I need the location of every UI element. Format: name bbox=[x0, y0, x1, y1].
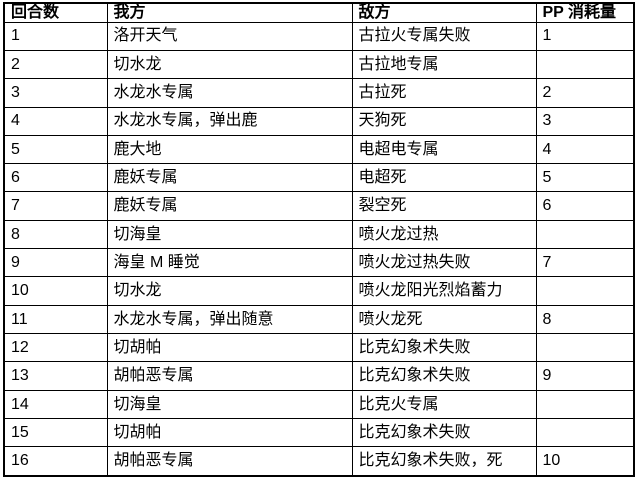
table-body: 1 洛开天气 古拉火专属失败 1 2 切水龙 古拉地专属 3 水龙水专属 古拉死 2 4 水龙水专属，弹… bbox=[3, 21, 635, 477]
header-row: 回合数 我方 敌方 PP 消耗量 bbox=[3, 2, 635, 23]
table-cell: 天狗死 bbox=[351, 106, 537, 136]
table-cell: 3 bbox=[535, 106, 635, 136]
table-cell: 裂空死 bbox=[351, 191, 537, 221]
table-cell: 15 bbox=[3, 417, 108, 448]
table-cell: 古拉地专属 bbox=[351, 49, 537, 80]
table-row: 4 水龙水专属，弹出鹿 天狗死 3 bbox=[3, 106, 635, 136]
header-cell-pp: PP 消耗量 bbox=[535, 2, 635, 23]
table-row: 8 切海皇 喷火龙过热 bbox=[3, 219, 635, 250]
table-row: 7 鹿妖专属 裂空死 6 bbox=[3, 191, 635, 221]
table-header: 回合数 我方 敌方 PP 消耗量 bbox=[3, 2, 635, 23]
table-cell: 9 bbox=[535, 361, 635, 391]
table-cell: 8 bbox=[535, 304, 635, 335]
table-row: 13 胡帕恶专属 比克幻象术失败 9 bbox=[3, 361, 635, 391]
table-cell: 10 bbox=[3, 276, 108, 306]
table-cell: 比克幻象术失败 bbox=[351, 417, 537, 448]
table-cell: 比克火专属 bbox=[351, 389, 537, 419]
table-cell: 5 bbox=[535, 163, 635, 193]
table-cell: 13 bbox=[3, 361, 108, 391]
table-cell: 7 bbox=[535, 248, 635, 278]
table-cell: 比克幻象术失败 bbox=[351, 361, 537, 391]
table-cell: 古拉死 bbox=[351, 78, 537, 108]
table-cell: 切水龙 bbox=[106, 49, 353, 80]
table-cell: 2 bbox=[3, 49, 108, 80]
table-cell: 电超电专属 bbox=[351, 134, 537, 165]
table-cell: 喷火龙阳光烈焰蓄力 bbox=[351, 276, 537, 306]
table-row: 11 水龙水专属，弹出随意 喷火龙死 8 bbox=[3, 304, 635, 335]
table-cell: 切海皇 bbox=[106, 219, 353, 250]
table-cell: 水龙水专属，弹出随意 bbox=[106, 304, 353, 335]
table-row: 1 洛开天气 古拉火专属失败 1 bbox=[3, 21, 635, 51]
table-row: 10 切水龙 喷火龙阳光烈焰蓄力 bbox=[3, 276, 635, 306]
table-cell: 10 bbox=[535, 446, 635, 477]
table-cell: 喷火龙过热 bbox=[351, 219, 537, 250]
table-cell: 比克幻象术失败，死 bbox=[351, 446, 537, 477]
table-cell: 9 bbox=[3, 248, 108, 278]
table-row: 6 鹿妖专属 电超死 5 bbox=[3, 163, 635, 193]
table-cell: 喷火龙死 bbox=[351, 304, 537, 335]
table-cell: 8 bbox=[3, 219, 108, 250]
table-row: 9 海皇 M 睡觉 喷火龙过热失败 7 bbox=[3, 248, 635, 278]
table-cell bbox=[535, 276, 635, 306]
table-cell: 水龙水专属，弹出鹿 bbox=[106, 106, 353, 136]
table-cell: 5 bbox=[3, 134, 108, 165]
table-cell bbox=[535, 219, 635, 250]
header-cell-enemy: 敌方 bbox=[351, 2, 537, 23]
table-cell: 12 bbox=[3, 333, 108, 363]
table-cell: 古拉火专属失败 bbox=[351, 21, 537, 51]
table-row: 5 鹿大地 电超电专属 4 bbox=[3, 134, 635, 165]
table-cell bbox=[535, 49, 635, 80]
table-cell: 喷火龙过热失败 bbox=[351, 248, 537, 278]
table-cell: 4 bbox=[535, 134, 635, 165]
table-cell: 7 bbox=[3, 191, 108, 221]
table-cell: 胡帕恶专属 bbox=[106, 446, 353, 477]
table-cell: 14 bbox=[3, 389, 108, 419]
table-row: 14 切海皇 比克火专属 bbox=[3, 389, 635, 419]
table-cell: 3 bbox=[3, 78, 108, 108]
table-row: 3 水龙水专属 古拉死 2 bbox=[3, 78, 635, 108]
header-cell-ours: 我方 bbox=[106, 2, 353, 23]
table-row: 12 切胡帕 比克幻象术失败 bbox=[3, 333, 635, 363]
table-cell: 胡帕恶专属 bbox=[106, 361, 353, 391]
table-cell: 切水龙 bbox=[106, 276, 353, 306]
battle-log-table: 回合数 我方 敌方 PP 消耗量 1 洛开天气 古拉火专属失败 1 2 切水龙 古拉地专属 3… bbox=[3, 2, 635, 477]
table-cell: 切胡帕 bbox=[106, 417, 353, 448]
table-cell: 切胡帕 bbox=[106, 333, 353, 363]
table-cell: 11 bbox=[3, 304, 108, 335]
table-cell: 6 bbox=[3, 163, 108, 193]
table-cell: 比克幻象术失败 bbox=[351, 333, 537, 363]
table-cell: 4 bbox=[3, 106, 108, 136]
table-cell bbox=[535, 333, 635, 363]
table-cell: 1 bbox=[3, 21, 108, 51]
table-cell: 2 bbox=[535, 78, 635, 108]
table-cell: 水龙水专属 bbox=[106, 78, 353, 108]
table-cell bbox=[535, 389, 635, 419]
table-cell: 16 bbox=[3, 446, 108, 477]
table-cell: 鹿妖专属 bbox=[106, 163, 353, 193]
header-cell-round: 回合数 bbox=[3, 2, 108, 23]
table-row: 15 切胡帕 比克幻象术失败 bbox=[3, 417, 635, 448]
table-cell: 鹿妖专属 bbox=[106, 191, 353, 221]
table-cell: 6 bbox=[535, 191, 635, 221]
table-cell: 洛开天气 bbox=[106, 21, 353, 51]
table-cell: 电超死 bbox=[351, 163, 537, 193]
table-cell: 1 bbox=[535, 21, 635, 51]
table-cell: 鹿大地 bbox=[106, 134, 353, 165]
table-cell: 海皇 M 睡觉 bbox=[106, 248, 353, 278]
table-row: 16 胡帕恶专属 比克幻象术失败，死 10 bbox=[3, 446, 635, 477]
table-cell: 切海皇 bbox=[106, 389, 353, 419]
table-row: 2 切水龙 古拉地专属 bbox=[3, 49, 635, 80]
table-cell bbox=[535, 417, 635, 448]
